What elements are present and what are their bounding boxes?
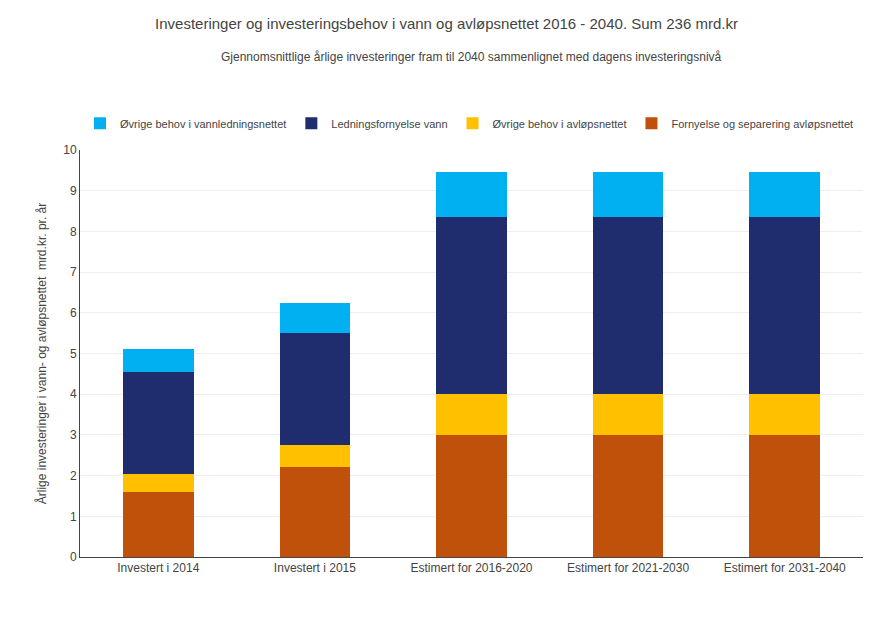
- svg-text:Investert i 2014: Investert i 2014: [117, 561, 199, 575]
- svg-text:Estimert for 2021-2030: Estimert for 2021-2030: [567, 561, 689, 575]
- svg-text:7: 7: [70, 265, 77, 279]
- svg-text:Gjennomsnittlige årlige invest: Gjennomsnittlige årlige investeringer fr…: [221, 50, 722, 64]
- svg-text:1: 1: [70, 510, 77, 524]
- svg-text:0: 0: [70, 550, 77, 564]
- svg-text:3: 3: [70, 428, 77, 442]
- svg-text:Estimert for 2016-2020: Estimert for 2016-2020: [410, 561, 532, 575]
- svg-text:Estimert for 2031-2040: Estimert for 2031-2040: [724, 561, 846, 575]
- svg-text:6: 6: [70, 306, 77, 320]
- svg-text:8: 8: [70, 225, 77, 239]
- svg-text:Øvrige behov i avløpsnettet: Øvrige behov i avløpsnettet: [493, 118, 627, 130]
- svg-text:Ledningsfornyelse vann: Ledningsfornyelse vann: [331, 118, 447, 130]
- svg-text:9: 9: [70, 184, 77, 198]
- svg-text:Investert i 2015: Investert i 2015: [274, 561, 356, 575]
- svg-text:Årlige investeringer i vann- o: Årlige investeringer i vann- og avløpsne…: [34, 203, 49, 504]
- svg-text:10: 10: [63, 143, 77, 157]
- svg-text:Øvrige behov i vannledningsnet: Øvrige behov i vannledningsnettet: [120, 118, 286, 130]
- svg-text:Fornyelse og separering avløps: Fornyelse og separering avløpsnettet: [671, 118, 853, 130]
- svg-text:5: 5: [70, 347, 77, 361]
- svg-text:2: 2: [70, 469, 77, 483]
- svg-text:4: 4: [70, 387, 77, 401]
- svg-text:Investeringer og investeringsb: Investeringer og investeringsbehov i van…: [155, 15, 738, 32]
